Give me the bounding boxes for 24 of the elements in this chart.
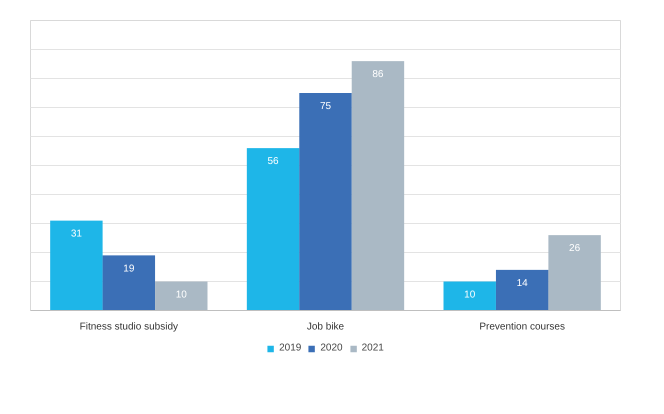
bar <box>444 282 496 310</box>
data-label: 75 <box>320 101 332 112</box>
data-label: 56 <box>267 156 280 168</box>
x-tick-label: Fitness studio subsidy <box>80 322 178 332</box>
bar <box>299 93 352 310</box>
bar <box>155 282 208 310</box>
data-label: 10 <box>176 290 188 300</box>
data-label: 86 <box>372 69 384 80</box>
bar <box>496 270 548 310</box>
x-tick-label: Prevention courses <box>479 322 565 332</box>
data-label: 31 <box>70 228 82 240</box>
data-label: 10 <box>464 290 476 300</box>
data-label: 26 <box>569 243 581 254</box>
bar <box>102 255 156 310</box>
bar <box>50 220 103 310</box>
legend-label: 2021 <box>362 342 384 354</box>
bar <box>352 61 404 310</box>
legend-label: 2019 <box>279 342 302 354</box>
bar <box>548 235 601 310</box>
data-label: 14 <box>516 278 528 289</box>
legend-label: 2020 <box>320 342 343 354</box>
x-tick-label: Job bike <box>306 322 345 332</box>
data-label: 19 <box>123 263 135 274</box>
bar <box>246 148 300 310</box>
